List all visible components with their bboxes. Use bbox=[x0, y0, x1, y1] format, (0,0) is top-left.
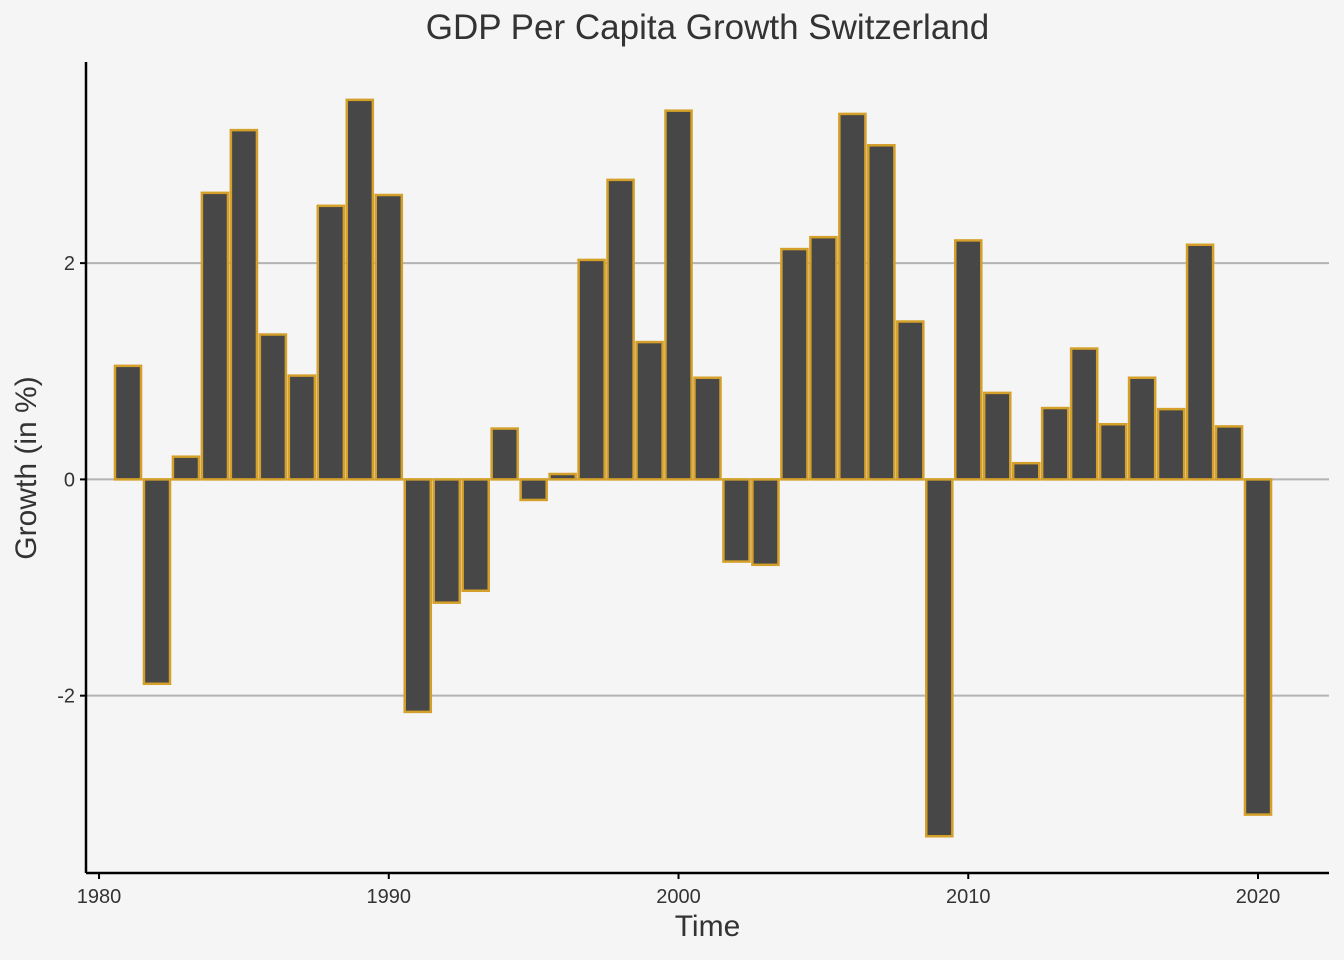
bar bbox=[1011, 461, 1041, 481]
bar bbox=[142, 478, 172, 686]
bar bbox=[635, 340, 664, 481]
bar bbox=[316, 204, 346, 481]
x-tick-label: 2010 bbox=[946, 886, 991, 908]
x-tick-label: 2000 bbox=[656, 886, 701, 908]
bar bbox=[1185, 243, 1215, 481]
bar bbox=[722, 478, 751, 563]
bar bbox=[925, 478, 954, 838]
bar bbox=[1127, 376, 1157, 481]
y-tick-label: -2 bbox=[57, 686, 75, 708]
bar bbox=[1040, 406, 1070, 481]
bar bbox=[171, 455, 201, 481]
bar bbox=[229, 128, 259, 481]
bar bbox=[982, 391, 1012, 481]
bar bbox=[577, 258, 606, 481]
bar bbox=[490, 427, 519, 481]
bar bbox=[664, 109, 693, 481]
y-tick-label: 0 bbox=[64, 469, 75, 491]
bar bbox=[345, 98, 375, 481]
bar bbox=[1243, 478, 1273, 816]
y-axis-label: Growth (in %) bbox=[10, 376, 43, 560]
bar bbox=[693, 376, 722, 481]
bar bbox=[519, 478, 548, 502]
bar bbox=[896, 320, 925, 481]
bar bbox=[1098, 422, 1128, 481]
bar bbox=[953, 239, 983, 481]
bar bbox=[258, 333, 288, 481]
y-tick-label: 2 bbox=[64, 253, 75, 275]
bar bbox=[751, 478, 780, 567]
bar bbox=[461, 478, 490, 593]
bar bbox=[606, 178, 635, 481]
bar bbox=[403, 478, 433, 714]
bar bbox=[867, 144, 896, 481]
x-tick-label: 2020 bbox=[1236, 886, 1281, 908]
bar bbox=[113, 364, 143, 481]
bar bbox=[548, 472, 577, 481]
bar bbox=[374, 193, 404, 481]
bar bbox=[1069, 347, 1099, 481]
bar bbox=[200, 191, 230, 481]
bar bbox=[1214, 425, 1244, 481]
chart-title: GDP Per Capita Growth Switzerland bbox=[425, 8, 990, 47]
bar bbox=[809, 235, 838, 481]
x-axis-label: Time bbox=[674, 910, 741, 943]
x-tick-label: 1980 bbox=[77, 886, 122, 908]
bar bbox=[287, 374, 317, 481]
bar bbox=[1156, 407, 1186, 481]
bar bbox=[780, 247, 809, 481]
x-tick-label: 1990 bbox=[367, 886, 412, 908]
bar bbox=[838, 112, 867, 481]
bar bbox=[432, 478, 462, 604]
